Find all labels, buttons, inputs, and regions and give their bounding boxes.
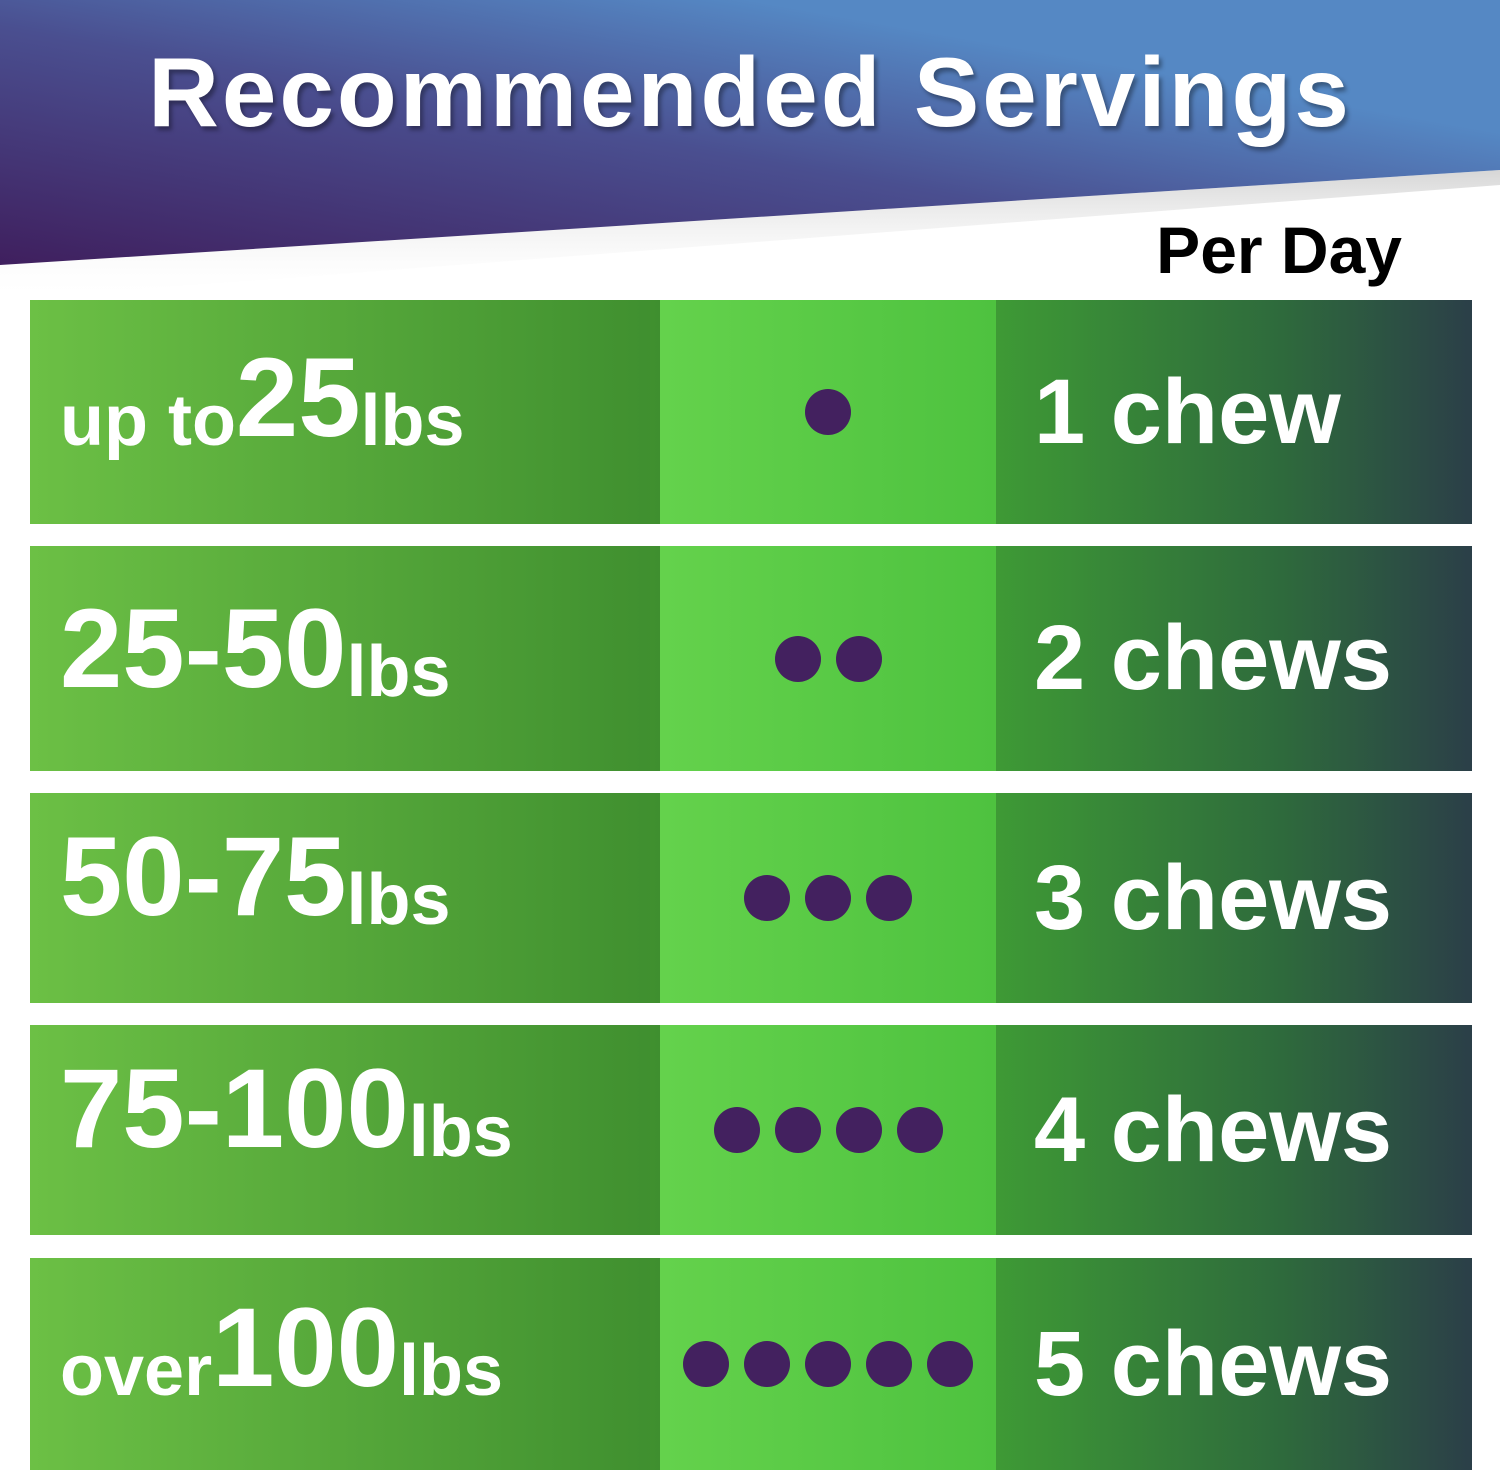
chew-dot-icon — [805, 875, 851, 921]
chew-dot-icon — [713, 1107, 760, 1153]
weight-unit: lbs — [398, 1331, 503, 1411]
weight-unit: lbs — [346, 632, 451, 712]
chew-amount: 3 chews — [1034, 846, 1392, 949]
dots-cell — [660, 1258, 996, 1470]
weight-cell: over 100 lbs — [30, 1258, 660, 1470]
weight-cell: 50-75 lbs — [30, 793, 660, 1003]
chew-amount: 5 chews — [1034, 1312, 1392, 1415]
title-banner — [0, 0, 1500, 300]
serving-row: 50-75 lbs 3 chews — [30, 793, 1472, 1003]
chew-dot-icon — [744, 1341, 790, 1387]
chew-dot-icon — [744, 875, 790, 921]
weight-prefix: over — [60, 1331, 213, 1411]
chew-dot-icon — [896, 1107, 943, 1153]
weight-range: 100 — [212, 1285, 399, 1410]
weight-range: 50-75 — [60, 814, 347, 939]
amount-cell: 4 chews — [996, 1025, 1472, 1235]
weight-unit: lbs — [360, 381, 465, 461]
chew-dot-icon — [835, 1107, 882, 1153]
amount-cell: 5 chews — [996, 1258, 1472, 1470]
weight-unit: lbs — [346, 860, 451, 940]
weight-cell: up to 25 lbs — [30, 300, 660, 524]
page-title: Recommended Servings — [148, 37, 1352, 147]
chew-dot-icon — [774, 635, 821, 682]
per-day-header: Per Day — [1156, 213, 1402, 287]
chew-dot-icon — [866, 1341, 912, 1387]
dots-cell — [660, 793, 996, 1003]
amount-cell: 2 chews — [996, 546, 1472, 771]
chew-dot-icon — [805, 1341, 851, 1387]
chew-amount: 2 chews — [1034, 607, 1392, 709]
weight-range: 75-100 — [60, 1046, 409, 1171]
dots-cell — [660, 546, 996, 771]
weight-prefix: up to — [60, 381, 236, 461]
serving-row: 25-50 lbs 2 chews — [30, 546, 1472, 771]
chew-dot-icon — [866, 875, 912, 921]
chew-amount: 1 chew — [1034, 360, 1341, 463]
amount-cell: 3 chews — [996, 793, 1472, 1003]
weight-range: 25 — [235, 335, 361, 460]
serving-row: up to 25 lbs 1 chew — [30, 300, 1472, 524]
amount-cell: 1 chew — [996, 300, 1472, 524]
serving-row: 75-100 lbs 4 chews — [30, 1025, 1472, 1235]
weight-cell: 75-100 lbs — [30, 1025, 660, 1235]
weight-range: 25-50 — [60, 586, 347, 711]
chew-dot-icon — [927, 1341, 973, 1387]
chew-dot-icon — [774, 1107, 821, 1153]
weight-unit: lbs — [408, 1092, 513, 1172]
chew-dot-icon — [835, 635, 882, 682]
chew-dot-icon — [683, 1341, 729, 1387]
chew-amount: 4 chews — [1034, 1078, 1392, 1181]
serving-row: over 100 lbs 5 chews — [30, 1258, 1472, 1470]
chew-dot-icon — [805, 389, 851, 435]
weight-cell: 25-50 lbs — [30, 546, 660, 771]
dots-cell — [660, 300, 996, 524]
dots-cell — [660, 1025, 996, 1235]
